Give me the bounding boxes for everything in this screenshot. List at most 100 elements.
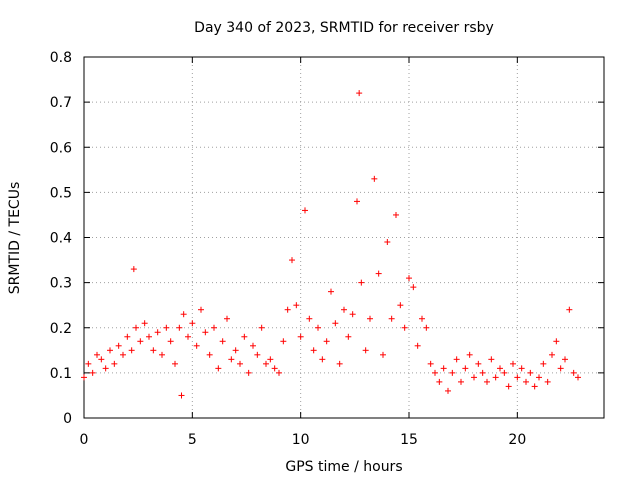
data-point: [449, 369, 456, 376]
data-point: [371, 175, 378, 182]
data-point: [297, 333, 304, 340]
plot-frame: [83, 56, 605, 419]
data-point: [432, 369, 438, 376]
data-point: [154, 329, 161, 336]
data-point: [237, 360, 243, 367]
data-point: [267, 356, 274, 363]
data-point: [310, 347, 317, 354]
data-point: [228, 356, 235, 363]
data-point: [141, 320, 148, 327]
data-point: [570, 369, 577, 376]
data-point: [315, 324, 321, 331]
y-tick-label: 0: [63, 411, 72, 427]
data-point: [575, 374, 581, 381]
chart-title: Day 340 of 2023, SRMTID for receiver rsb…: [194, 20, 494, 36]
y-tick-label: 0.7: [50, 95, 72, 111]
data-point: [124, 333, 131, 340]
data-point: [219, 338, 226, 345]
data-point: [133, 324, 139, 331]
data-point: [130, 266, 137, 273]
data-point: [146, 333, 152, 340]
y-tick-label: 0.6: [50, 140, 72, 156]
data-point: [94, 351, 100, 358]
x-tick-label: 20: [508, 432, 526, 448]
data-point: [328, 288, 334, 295]
data-point: [189, 320, 196, 327]
data-point: [341, 306, 347, 313]
data-point: [137, 338, 144, 345]
data-point: [475, 360, 482, 367]
data-points: [81, 90, 581, 399]
data-point: [241, 333, 248, 340]
data-point: [349, 311, 356, 318]
data-point: [488, 356, 495, 363]
data-point: [159, 351, 165, 358]
data-point: [492, 374, 499, 381]
data-point: [89, 369, 96, 376]
y-tick-label: 0.1: [50, 366, 72, 382]
data-point: [150, 347, 157, 354]
data-point: [81, 374, 87, 381]
data-point: [107, 347, 113, 354]
data-point: [471, 374, 477, 381]
data-point: [380, 351, 386, 358]
data-point: [128, 347, 135, 354]
data-point: [111, 360, 118, 367]
data-point: [202, 329, 209, 336]
data-point: [544, 378, 551, 385]
data-point: [484, 378, 490, 385]
data-point: [453, 356, 460, 363]
data-point: [120, 351, 126, 358]
data-point: [85, 360, 92, 367]
data-point: [280, 338, 287, 345]
data-point: [289, 257, 295, 264]
data-point: [358, 279, 365, 286]
data-point: [332, 320, 339, 327]
data-point: [167, 338, 174, 345]
data-point: [536, 374, 542, 381]
data-point: [440, 365, 447, 372]
data-point: [423, 324, 430, 331]
data-point: [323, 338, 330, 345]
data-point: [302, 207, 308, 214]
data-point: [497, 365, 503, 372]
data-point: [505, 383, 512, 390]
data-point: [523, 378, 529, 385]
data-point: [263, 360, 269, 367]
y-axis-label: SRMTID / TECUs: [7, 182, 23, 295]
data-point: [406, 275, 412, 282]
data-point: [566, 306, 573, 313]
data-point: [354, 198, 360, 205]
data-point: [410, 284, 417, 291]
data-point: [102, 365, 109, 372]
x-tick-label: 5: [188, 432, 197, 448]
data-point: [393, 211, 399, 218]
data-point: [245, 369, 252, 376]
data-point: [356, 90, 363, 97]
y-tick-label: 0.8: [50, 50, 72, 66]
tick-labels: 0 0.1 0.2 0.3 0.4 0.5 0.6 0.7 0.8 0 5 10 15 20: [50, 50, 527, 448]
data-point: [254, 351, 261, 358]
data-point: [172, 360, 178, 367]
y-tick-label: 0.5: [50, 185, 72, 201]
data-point: [514, 374, 521, 381]
data-point: [466, 351, 473, 358]
data-point: [518, 365, 525, 372]
y-tick-label: 0.4: [50, 231, 72, 247]
data-point: [436, 378, 443, 385]
data-point: [510, 360, 516, 367]
grid-lines: [84, 57, 604, 418]
x-tick-label: 0: [80, 432, 89, 448]
data-point: [211, 324, 217, 331]
data-point: [258, 324, 265, 331]
data-point: [306, 315, 313, 322]
data-point: [401, 324, 408, 331]
data-point: [384, 239, 391, 246]
data-point: [193, 342, 200, 349]
data-point: [419, 315, 425, 322]
x-tick-label: 15: [400, 432, 418, 448]
data-point: [276, 369, 282, 376]
y-tick-label: 0.3: [50, 276, 72, 292]
data-point: [397, 302, 404, 309]
data-point: [284, 306, 291, 313]
